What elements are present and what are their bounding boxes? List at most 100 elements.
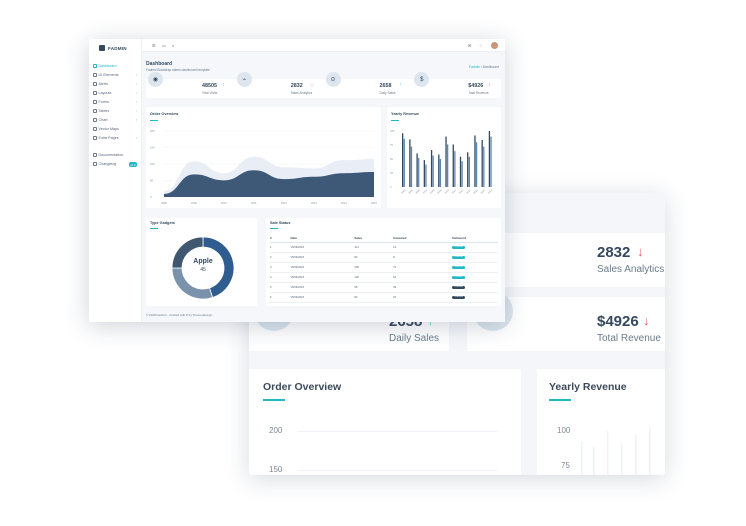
bar — [439, 159, 442, 187]
zoom-stat-value: $4926 — [597, 313, 639, 330]
title-accent — [549, 399, 571, 401]
table-cell: 98 — [354, 282, 394, 293]
x-tick-label: 2014 — [341, 201, 347, 205]
fullscreen-icon[interactable]: ▭ — [162, 43, 166, 48]
bar — [475, 142, 478, 187]
sidebar-item[interactable]: Dashboard — [93, 62, 139, 70]
zoom-yearly-revenue-card: Yearly Revenue 100 75 — [537, 369, 665, 475]
stat-value: $4926 — [468, 83, 484, 89]
status-badge: Delivered — [452, 265, 465, 269]
x-tick-label: 2011 — [451, 188, 457, 194]
table-cell: 80 — [354, 252, 394, 263]
bar — [432, 155, 434, 187]
yearly-revenue-card: Yearly Revenue 100 75 50 25 0 2004 2005 2006 200… — [387, 107, 501, 208]
bar — [581, 441, 583, 475]
nav-item-icon — [93, 118, 97, 122]
table-cell: 4 — [270, 272, 291, 283]
sidebar-item-label: Tables — [98, 109, 110, 113]
bar — [409, 139, 411, 187]
page-title: Dashboard — [146, 61, 173, 67]
y-tick: 75 — [561, 461, 570, 470]
zoom-order-overview-card: Order Overview 200 150 — [249, 369, 521, 475]
x-tick-label: 2015 — [480, 188, 486, 194]
sidebar-item[interactable]: Chart › — [93, 116, 139, 124]
table-cell: 15/09/2018 — [290, 282, 355, 293]
bell-icon[interactable]: ♢ — [479, 43, 483, 48]
search-icon[interactable]: ⌕ — [172, 43, 175, 48]
sidebar-item-label: Forms — [98, 100, 109, 104]
avatar[interactable] — [491, 42, 498, 49]
y-tick-label: 50 — [390, 157, 393, 161]
chevron-right-icon: › — [135, 118, 137, 122]
sidebar-item[interactable]: Vector Maps — [93, 125, 139, 133]
breadcrumb-link[interactable]: Fadmin — [469, 65, 481, 69]
status-badge: Delivered — [452, 295, 465, 299]
y-tick-label: 75 — [390, 143, 393, 147]
sidebar-item[interactable]: Alerts › — [93, 80, 139, 88]
title-accent — [150, 120, 158, 121]
y-tick-label: 25 — [390, 171, 393, 175]
y-tick: 100 — [557, 426, 571, 435]
table-body: 1 15/09/2018 114 12 Delivered 2 15/09/2018 80 8 D… — [270, 242, 498, 303]
bar — [461, 161, 463, 187]
stat-value: 2658 — [379, 83, 392, 89]
table-cell: 15/09/2018 — [290, 242, 355, 253]
sidebar-item[interactable]: Layouts › — [93, 89, 139, 97]
sidebar-item[interactable]: Forms › — [93, 98, 139, 106]
page-subtitle: Fadmin Bootstrap admin dashboard templat… — [146, 68, 210, 72]
sidebar-item[interactable]: Documentation — [93, 151, 139, 159]
menu-icon[interactable]: ☰ — [152, 43, 156, 48]
bar — [430, 150, 433, 187]
nav-item-icon — [93, 73, 97, 77]
donut-center-label: Apple — [193, 258, 213, 265]
bar — [425, 164, 427, 187]
x-tick-label: 2013 — [466, 188, 472, 194]
x-tick-label: 2008 — [430, 188, 436, 194]
bar — [459, 156, 462, 187]
sidebar-item[interactable]: UI Elements › — [93, 71, 139, 79]
y-tick: 200 — [269, 426, 283, 435]
chevron-right-icon: › — [135, 91, 137, 95]
sidebar-item[interactable]: Changelog v1.0 — [93, 160, 139, 168]
mail-icon[interactable]: ✉ — [468, 43, 472, 48]
card-title: Sale Status — [270, 221, 291, 225]
sidebar-item[interactable]: Tables › — [93, 107, 139, 115]
x-tick-label: 2014 — [473, 188, 479, 194]
card-title: Yearly Revenue — [391, 112, 420, 116]
y-tick-label: 100 — [390, 129, 395, 133]
y-tick-label: 0 — [150, 195, 152, 199]
type-gadgets-donut — [171, 236, 235, 300]
x-tick-label: 2009 — [437, 188, 443, 194]
bar — [423, 160, 425, 187]
grid-line — [297, 470, 497, 471]
x-tick-label: 2010 — [221, 201, 227, 205]
stat-label: Sales Analytics — [290, 91, 313, 95]
bar — [416, 153, 418, 187]
table-row: 4 15/09/2018 128 64 Delivered — [270, 272, 498, 283]
bar — [467, 152, 469, 187]
x-tick-label: 2008 — [161, 201, 167, 205]
donut-slice — [171, 236, 204, 269]
x-tick-label: 2010 — [444, 188, 450, 194]
bar — [621, 443, 623, 475]
table-cell: 15/09/2018 — [290, 292, 355, 303]
stat-value: 48505 — [202, 83, 217, 89]
sidebar-item-label: Alerts — [98, 82, 108, 86]
zoom-stat-label: Sales Analytics — [597, 264, 665, 275]
table-cell: 15/09/2018 — [290, 262, 355, 273]
breadcrumb: Fadmin / Dashboard — [469, 65, 499, 69]
sidebar-item[interactable]: Extra Pages › — [93, 134, 139, 142]
x-tick-label: 2009 — [191, 201, 197, 205]
sale-status-table: # Date Sales Canceled Delivered 1 15/09/2018 1… — [270, 235, 498, 303]
type-gadgets-card: Type Gadgets Apple 45 — [146, 218, 257, 306]
table-cell: Delivered — [452, 292, 498, 303]
nav-item-icon — [93, 162, 97, 166]
column-header: Sales — [354, 235, 394, 243]
table-header-row: # Date Sales Canceled Delivered — [270, 235, 498, 243]
table-cell: 15/09/2018 — [290, 252, 355, 263]
nav-item-icon — [93, 153, 97, 157]
sidebar-item-label: Dashboard — [98, 64, 117, 68]
table-cell: Delivered — [452, 272, 498, 283]
